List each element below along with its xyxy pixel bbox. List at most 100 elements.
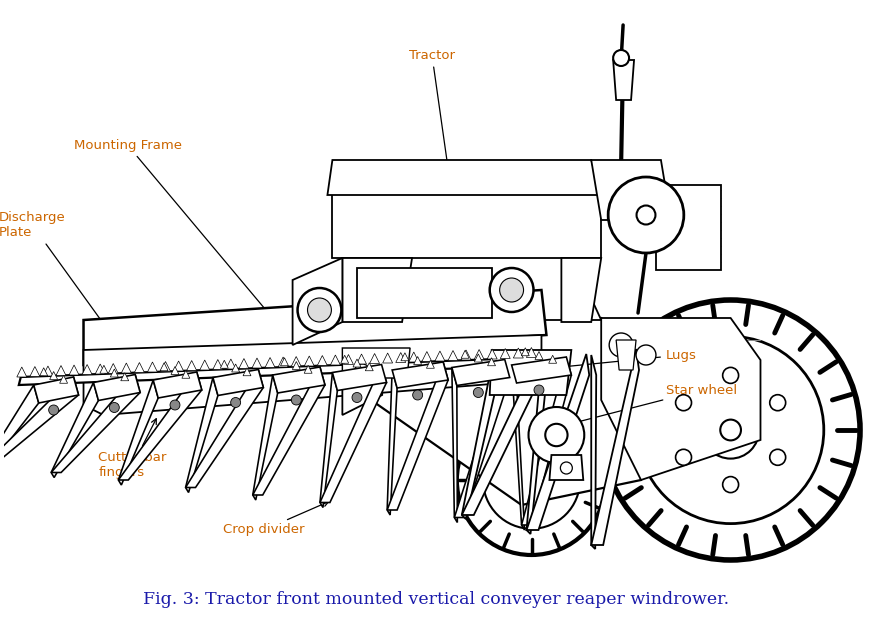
Polygon shape [388, 370, 397, 515]
Polygon shape [252, 358, 262, 368]
Circle shape [609, 333, 633, 357]
Circle shape [500, 278, 523, 302]
Polygon shape [521, 348, 529, 356]
Polygon shape [200, 360, 209, 370]
Polygon shape [330, 355, 341, 365]
Polygon shape [614, 60, 634, 100]
Polygon shape [342, 255, 601, 320]
Polygon shape [226, 359, 235, 369]
Polygon shape [94, 374, 140, 400]
Polygon shape [527, 354, 589, 530]
Polygon shape [527, 360, 547, 534]
Circle shape [770, 395, 786, 410]
Circle shape [528, 407, 584, 463]
Polygon shape [427, 360, 434, 368]
Polygon shape [56, 365, 66, 376]
Circle shape [49, 405, 58, 415]
Polygon shape [501, 348, 510, 358]
Polygon shape [43, 366, 53, 376]
Polygon shape [591, 160, 671, 220]
Circle shape [291, 395, 302, 405]
Circle shape [675, 449, 692, 465]
Polygon shape [96, 364, 105, 374]
Circle shape [770, 449, 786, 465]
Polygon shape [333, 190, 601, 258]
Polygon shape [19, 357, 549, 385]
Polygon shape [118, 372, 202, 480]
Polygon shape [160, 363, 168, 371]
Text: Discharge
Plate: Discharge Plate [0, 211, 131, 361]
Polygon shape [121, 373, 129, 381]
Polygon shape [353, 359, 361, 367]
Polygon shape [161, 361, 170, 371]
Polygon shape [512, 365, 525, 530]
Polygon shape [239, 358, 249, 368]
Polygon shape [527, 347, 536, 358]
Polygon shape [535, 352, 543, 360]
Circle shape [720, 420, 741, 440]
Polygon shape [549, 455, 583, 480]
Polygon shape [171, 366, 179, 374]
Polygon shape [253, 375, 278, 500]
Circle shape [723, 368, 739, 383]
Polygon shape [601, 318, 760, 480]
Polygon shape [365, 363, 374, 371]
Polygon shape [122, 363, 131, 373]
Polygon shape [291, 357, 302, 366]
Polygon shape [461, 350, 469, 358]
Polygon shape [320, 365, 387, 503]
Text: Lugs: Lugs [535, 348, 697, 371]
Polygon shape [100, 365, 108, 373]
Polygon shape [369, 353, 380, 363]
Text: Cutter bar
fingers: Cutter bar fingers [98, 418, 167, 479]
Polygon shape [317, 355, 328, 365]
Polygon shape [328, 160, 601, 195]
Polygon shape [548, 355, 557, 363]
Polygon shape [342, 318, 641, 505]
Polygon shape [591, 355, 596, 549]
Circle shape [608, 177, 684, 253]
Circle shape [638, 336, 824, 524]
Text: Tractor: Tractor [409, 48, 455, 191]
Polygon shape [356, 354, 367, 364]
Polygon shape [514, 348, 523, 358]
Circle shape [675, 395, 692, 410]
Polygon shape [448, 350, 458, 360]
Polygon shape [293, 258, 342, 345]
Polygon shape [392, 362, 448, 388]
Polygon shape [148, 362, 157, 372]
Circle shape [601, 300, 860, 560]
Circle shape [614, 50, 629, 66]
Text: Star wheel: Star wheel [550, 384, 737, 430]
Polygon shape [40, 368, 48, 376]
Circle shape [636, 206, 655, 225]
Polygon shape [414, 357, 421, 365]
Polygon shape [110, 369, 118, 377]
Text: Fig. 3: Tractor front mounted vertical conveyer reaper windrower.: Fig. 3: Tractor front mounted vertical c… [143, 592, 729, 608]
Circle shape [413, 390, 422, 400]
Polygon shape [656, 185, 720, 270]
Polygon shape [490, 350, 571, 395]
Polygon shape [357, 268, 492, 318]
Polygon shape [243, 368, 251, 376]
Polygon shape [452, 360, 510, 386]
Polygon shape [83, 290, 547, 365]
Polygon shape [342, 348, 410, 378]
Polygon shape [109, 363, 118, 373]
Polygon shape [454, 360, 510, 517]
Circle shape [518, 467, 545, 493]
Polygon shape [278, 357, 289, 367]
Polygon shape [213, 360, 222, 370]
Polygon shape [83, 335, 541, 415]
Polygon shape [186, 370, 263, 488]
Polygon shape [452, 368, 457, 522]
Circle shape [702, 401, 760, 459]
Circle shape [297, 288, 342, 332]
Polygon shape [474, 350, 484, 360]
Polygon shape [461, 365, 497, 519]
Polygon shape [83, 365, 92, 374]
Polygon shape [461, 350, 471, 360]
Polygon shape [304, 356, 315, 366]
Polygon shape [153, 372, 202, 398]
Polygon shape [292, 361, 301, 370]
